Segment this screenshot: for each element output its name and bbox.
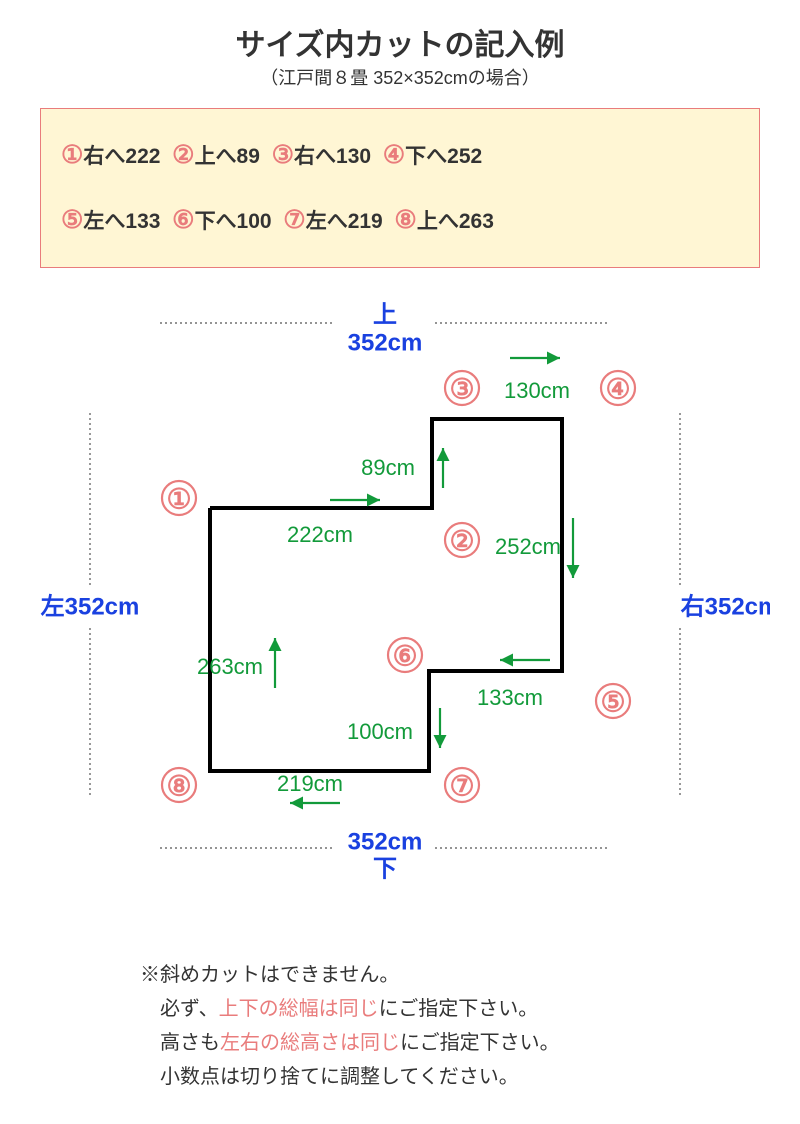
node-label-n1: ① bbox=[166, 484, 191, 515]
page-subtitle: （江戸間８畳 352×352cmの場合） bbox=[30, 64, 770, 90]
seg-label-s1: 222cm bbox=[287, 522, 353, 547]
notes-block: ※斜めカットはできません。 必ず、上下の総幅は同じにご指定下さい。 高さも左右の… bbox=[140, 958, 770, 1094]
node-label-n8: ⑧ bbox=[166, 771, 191, 802]
seg-label-s7: 219cm bbox=[277, 771, 343, 796]
node-label-n7: ⑦ bbox=[449, 771, 474, 802]
instruction-text-3: 右へ130 bbox=[294, 145, 371, 168]
seg-label-s6: 100cm bbox=[347, 719, 413, 744]
note-line-4: 小数点は切り捨てに調整してください。 bbox=[140, 1060, 770, 1094]
node-label-n6: ⑥ bbox=[392, 641, 417, 672]
seg-label-s4: 252cm bbox=[495, 534, 561, 559]
seg-label-s8: 263cm bbox=[197, 654, 263, 679]
instruction-num-5: ⑤ bbox=[61, 188, 83, 253]
frame-label-fb2: 下 bbox=[373, 855, 397, 882]
seg-label-s3: 130cm bbox=[504, 378, 570, 403]
instruction-text-5: 左へ133 bbox=[83, 210, 160, 233]
seg-label-s2: 89cm bbox=[361, 455, 415, 480]
note-line-2: 必ず、上下の総幅は同じにご指定下さい。 bbox=[140, 992, 770, 1026]
instruction-num-1: ① bbox=[61, 123, 83, 188]
instruction-num-6: ⑥ bbox=[172, 188, 194, 253]
instruction-text-8: 上へ263 bbox=[417, 210, 494, 233]
instruction-text-4: 下へ252 bbox=[405, 145, 482, 168]
instruction-num-8: ⑧ bbox=[394, 188, 416, 253]
instruction-text-7: 左へ219 bbox=[306, 210, 383, 233]
seg-label-s5: 133cm bbox=[477, 685, 543, 710]
instruction-num-2: ② bbox=[172, 123, 194, 188]
cut-diagram: 上352cm352cm下左352cm右352cm222cm89cm130cm25… bbox=[30, 288, 770, 948]
frame-label-fr1: 右352cm bbox=[681, 593, 770, 620]
instructions-box: ①右へ222 ②上へ89 ③右へ130 ④下へ252 ⑤左へ133 ⑥下へ100… bbox=[40, 108, 760, 268]
frame-label-ft2: 352cm bbox=[348, 329, 423, 356]
node-label-n5: ⑤ bbox=[600, 687, 625, 718]
note-line-1: ※斜めカットはできません。 bbox=[140, 958, 770, 992]
page-title: サイズ内カットの記入例 bbox=[30, 20, 770, 64]
frame-label-ft1: 上 bbox=[373, 301, 397, 328]
frame-label-fb1: 352cm bbox=[348, 828, 423, 855]
node-label-n3: ③ bbox=[449, 374, 474, 405]
instruction-text-6: 下へ100 bbox=[195, 210, 272, 233]
instruction-num-4: ④ bbox=[383, 123, 405, 188]
node-label-n2: ② bbox=[449, 526, 474, 557]
node-label-n4: ④ bbox=[605, 374, 630, 405]
instruction-num-3: ③ bbox=[272, 123, 294, 188]
instruction-num-7: ⑦ bbox=[283, 188, 305, 253]
frame-label-fl1: 左352cm bbox=[41, 593, 140, 620]
note-line-3: 高さも左右の総高さは同じにご指定下さい。 bbox=[140, 1026, 770, 1060]
instruction-text-1: 右へ222 bbox=[83, 145, 160, 168]
instruction-text-2: 上へ89 bbox=[195, 145, 260, 168]
